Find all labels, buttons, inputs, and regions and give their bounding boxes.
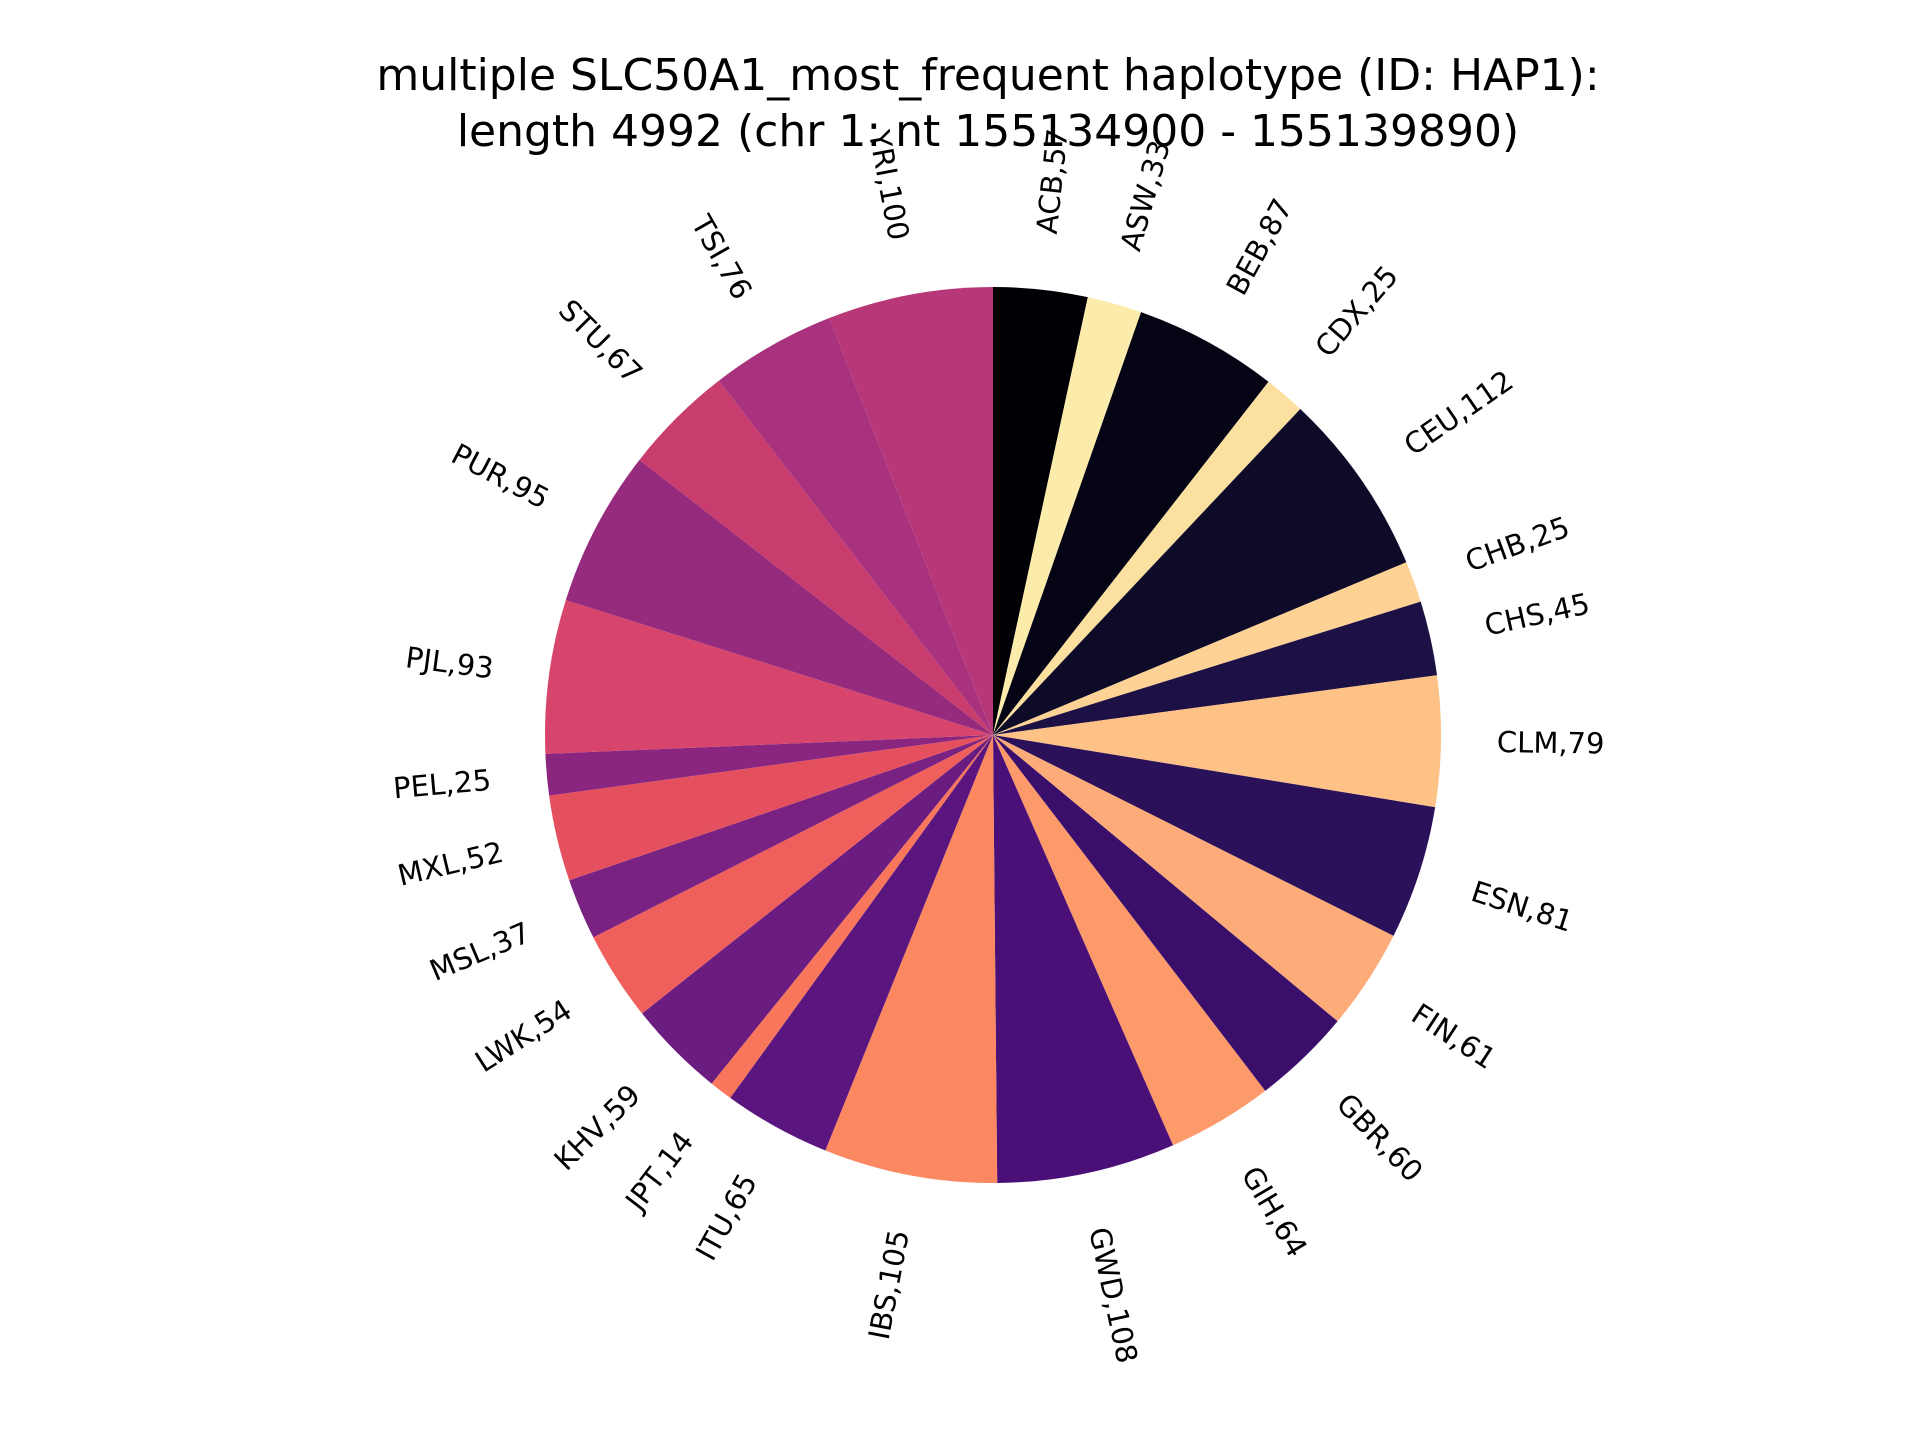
pie-slice-yri	[829, 287, 993, 735]
pie-slice-gbr	[993, 735, 1338, 1091]
slice-label-gih: GIH,64	[1235, 1160, 1315, 1262]
slice-label-tsi: TSI,76	[684, 209, 759, 306]
slice-label-gbr: GBR,60	[1330, 1087, 1430, 1189]
slice-label-jpt: JPT,14	[617, 1125, 700, 1219]
pie-slice-ceu	[993, 409, 1407, 735]
slice-label-beb: BEB,87	[1220, 193, 1300, 301]
pie-slice-pel	[545, 735, 993, 796]
pie-slice-lwk	[593, 735, 993, 1014]
pie-slice-esn	[993, 735, 1436, 936]
pie-slice-ibs	[825, 735, 998, 1183]
slice-label-pur: PUR,95	[446, 437, 555, 516]
slice-label-cdx: CDX,25	[1308, 259, 1405, 364]
slice-label-stu: STU,67	[552, 293, 649, 390]
slice-label-fin: FIN,61	[1406, 997, 1502, 1076]
slice-label-khv: KHV,59	[547, 1078, 647, 1177]
pie-slice-tsi	[718, 318, 993, 735]
pie-slice-mxl	[549, 735, 993, 881]
pie-slice-chb	[993, 562, 1421, 735]
slice-label-pel: PEL,25	[392, 763, 493, 806]
pie-slice-acb	[993, 287, 1088, 735]
pie-slice-khv	[642, 735, 993, 1084]
slice-label-chs: CHS,45	[1481, 586, 1592, 642]
slice-label-itu: ITU,65	[689, 1168, 764, 1266]
pie-slice-chs	[993, 601, 1437, 735]
slice-label-clm: CLM,79	[1497, 725, 1605, 760]
pie-slice-clm	[993, 675, 1441, 808]
slice-label-pjl: PJL,93	[404, 640, 496, 685]
slice-label-msl: MSL,37	[425, 915, 536, 987]
pie-slice-stu	[639, 380, 993, 735]
slice-label-mxl: MXL,52	[394, 835, 506, 893]
slice-label-ceu: CEU,112	[1398, 363, 1520, 462]
pie-slice-fin	[993, 735, 1394, 1022]
pie-slice-pur	[565, 459, 993, 735]
slice-label-lwk: LWK,54	[469, 993, 578, 1080]
pie-slice-gwd	[993, 735, 1174, 1183]
slice-label-yri: YRI,100	[862, 127, 916, 243]
slice-label-chb: CHB,25	[1461, 510, 1574, 579]
pie-slice-cdx	[993, 381, 1301, 735]
slice-label-ibs: IBS,105	[862, 1227, 916, 1342]
chart-title: multiple SLC50A1_most_frequent haplotype…	[376, 50, 1600, 157]
pie-slice-msl	[569, 735, 993, 938]
slice-label-asw: ASW,33	[1114, 137, 1177, 255]
slice-label-acb: ACB,57	[1030, 127, 1075, 236]
pie-slice-asw	[993, 297, 1142, 735]
pie-slices	[545, 287, 1441, 1183]
slice-label-gwd: GWD,108	[1082, 1224, 1144, 1366]
pie-slice-beb	[993, 312, 1269, 735]
pie-slice-gih	[993, 735, 1266, 1146]
pie-slice-itu	[730, 735, 993, 1151]
pie-slice-jpt	[711, 735, 993, 1098]
slice-label-esn: ESN,81	[1467, 874, 1577, 939]
pie-slice-pjl	[545, 600, 993, 754]
